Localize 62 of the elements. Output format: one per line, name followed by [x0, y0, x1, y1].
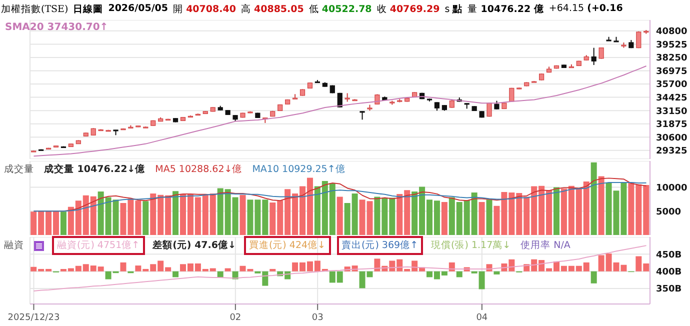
- bar: [172, 271, 179, 278]
- annotation: 買進(元) 424億↓: [248, 240, 326, 251]
- y-tick-label: 35700: [656, 80, 688, 90]
- bar: [590, 162, 597, 235]
- y-tick-label: 350B: [656, 284, 682, 295]
- y-tick-label: 36975: [656, 66, 688, 77]
- bar: [224, 268, 231, 272]
- text: 2026/05/05: [108, 3, 168, 16]
- chart-title: 融資: [4, 239, 24, 252]
- y-tick-label: 38250: [656, 54, 688, 64]
- y-tick-label: 39525: [656, 40, 688, 50]
- y-tick-label: 450B: [656, 250, 682, 260]
- series-label: MA5 10288.62↓億: [155, 164, 242, 175]
- text: s 點: [444, 4, 463, 15]
- y-tick-label: 40800: [656, 27, 688, 38]
- bar: [456, 271, 462, 278]
- y-tick-label: 5000: [656, 207, 682, 218]
- annotation: 使用率 N/A: [520, 240, 570, 251]
- chart-title: 加權指數(TSE): [1, 3, 68, 16]
- y-tick-label: 10000: [656, 183, 688, 194]
- y-tick-label: 33150: [656, 106, 688, 117]
- y-tick-label: 400B: [656, 268, 682, 278]
- bar: [270, 268, 276, 272]
- bar: [60, 212, 66, 235]
- text: 收 40769.29: [376, 4, 440, 15]
- text: 高 40885.05: [240, 4, 304, 15]
- annotation: 賣出(元) 369億↑: [342, 240, 418, 251]
- bar: [172, 191, 179, 235]
- bar: [441, 202, 448, 235]
- bar: [486, 200, 492, 235]
- chart-title: 成交量: [4, 163, 34, 176]
- bar: [336, 196, 343, 235]
- x-tick-label: 02: [230, 313, 242, 323]
- x-tick-label: 03: [312, 313, 324, 323]
- text: SMA20 37430.70↑: [5, 22, 108, 33]
- y-tick-label: 29325: [656, 146, 688, 157]
- y-tick-label: 30600: [656, 133, 688, 144]
- bar: [120, 262, 126, 272]
- bar: [240, 194, 246, 235]
- bar: [598, 176, 604, 235]
- bar: [142, 201, 149, 235]
- bar: [478, 202, 485, 235]
- text: 日線圖: [73, 3, 104, 16]
- text: 量 10476.22 億: [468, 4, 544, 15]
- bar: [553, 187, 560, 235]
- series-label: 差額(元) 47.6億↓: [152, 240, 236, 251]
- text: 融資(元) 4751億↑: [57, 240, 140, 251]
- annotation: 現償(張) 1.17萬↓: [431, 240, 511, 251]
- bar: [590, 271, 597, 284]
- series-label: MA10 10929.25↑億: [252, 164, 346, 175]
- text: 成交量 10476.22↓億: [44, 164, 146, 175]
- text: 低 40522.78: [308, 4, 372, 15]
- candlestick: [591, 47, 596, 66]
- line-series: [33, 66, 647, 157]
- x-tick-label: 2025/12/23: [8, 313, 60, 323]
- x-tick-label: 04: [476, 313, 488, 323]
- y-tick-label: 31875: [656, 120, 688, 130]
- bar: [217, 271, 224, 278]
- text: +64.15 (+0.16: [548, 3, 623, 14]
- bar: [494, 271, 500, 274]
- y-tick-label: 34425: [656, 94, 688, 104]
- text: 開 40708.40: [173, 4, 236, 15]
